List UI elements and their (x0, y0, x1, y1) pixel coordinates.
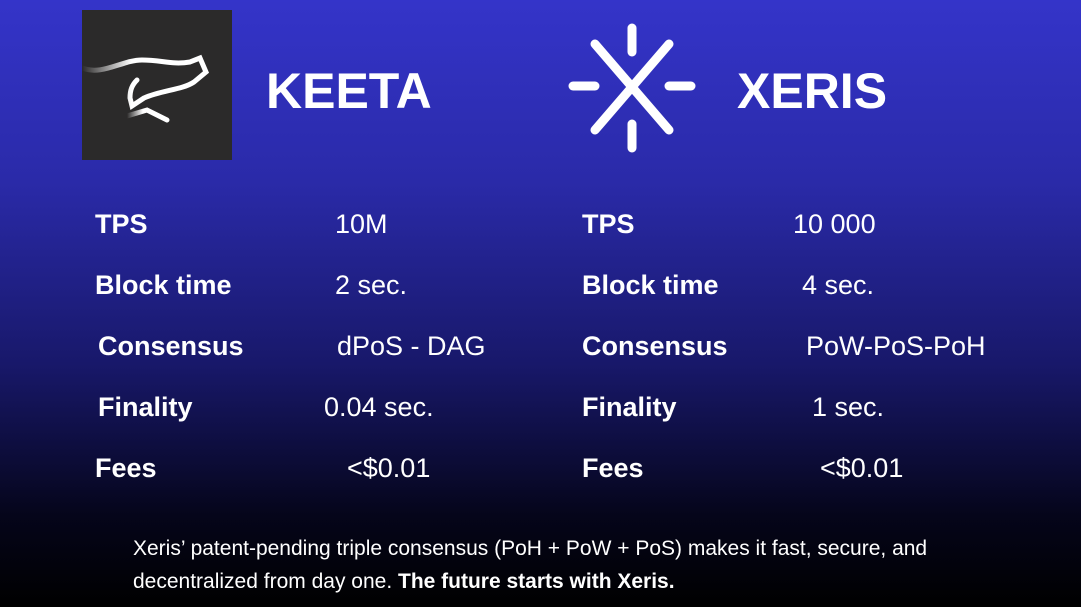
footer-caption: Xeris’ patent-pending triple consensus (… (133, 532, 1033, 598)
xeris-finality-value: 1 sec. (812, 392, 885, 422)
keeta-title: KEETA (266, 63, 432, 119)
xeris-logo-icon (568, 23, 696, 153)
xeris-tps-value: 10 000 (793, 209, 876, 239)
keeta-finality-label: Finality (98, 392, 193, 422)
keeta-fees-value: <$0.01 (347, 453, 431, 483)
keeta-logo (79, 10, 232, 160)
xeris-tps-label: TPS (582, 209, 635, 239)
xeris-fees-value: <$0.01 (820, 453, 904, 483)
xeris-blocktime-label: Block time (582, 270, 719, 300)
keeta-tps-label: TPS (95, 209, 148, 239)
keeta-consensus-value: dPoS - DAG (337, 331, 486, 361)
keeta-finality-value: 0.04 sec. (324, 392, 434, 422)
keeta-blocktime-value: 2 sec. (335, 270, 408, 300)
footer-tagline: The future starts with Xeris. (398, 570, 675, 593)
keeta-fees-label: Fees (95, 453, 157, 483)
xeris-title: XERIS (737, 63, 888, 119)
footer-text: Xeris’ patent-pending triple consensus (… (133, 537, 928, 593)
keeta-consensus-label: Consensus (98, 331, 244, 361)
keeta-tps-value: 10M (335, 209, 388, 239)
xeris-fees-label: Fees (582, 453, 644, 483)
xeris-finality-label: Finality (582, 392, 677, 422)
xeris-consensus-label: Consensus (582, 331, 728, 361)
xeris-blocktime-value: 4 sec. (802, 270, 875, 300)
running-cat-icon (79, 54, 210, 123)
keeta-blocktime-label: Block time (95, 270, 232, 300)
xeris-consensus-value: PoW-PoS-PoH (806, 331, 986, 361)
